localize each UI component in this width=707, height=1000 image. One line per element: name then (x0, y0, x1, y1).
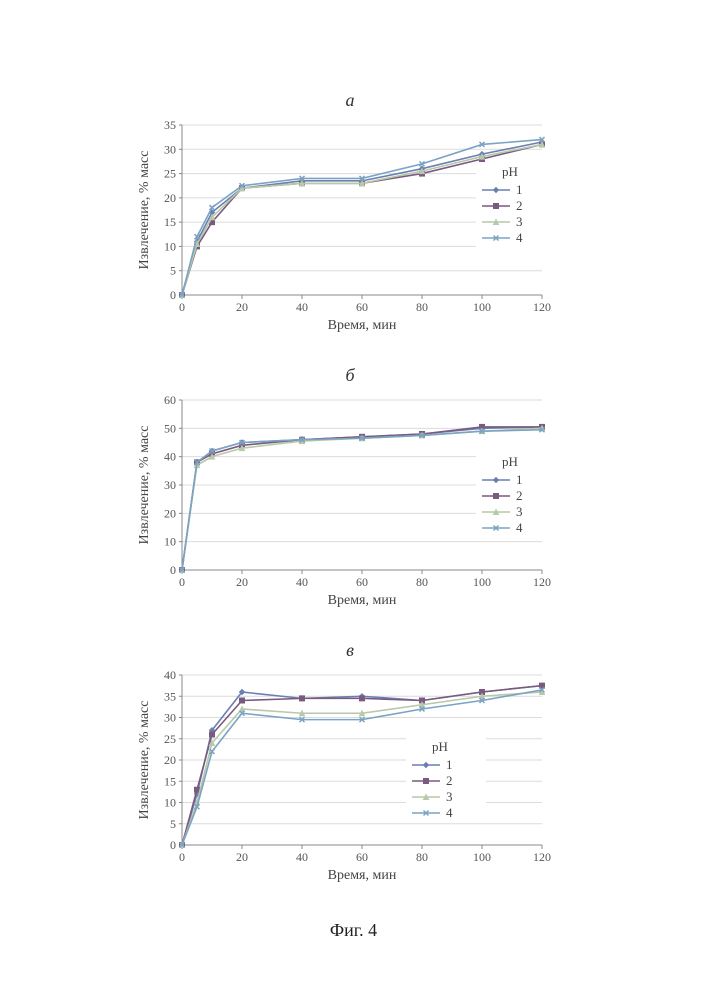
svg-text:35: 35 (164, 118, 176, 132)
svg-text:80: 80 (416, 850, 428, 864)
svg-text:4: 4 (516, 230, 523, 245)
svg-text:Извлечение, % масс: Извлечение, % масс (137, 701, 152, 820)
svg-text:20: 20 (164, 191, 176, 205)
svg-text:60: 60 (164, 393, 176, 407)
svg-text:20: 20 (236, 300, 248, 314)
svg-text:pH: pH (502, 454, 518, 469)
svg-text:80: 80 (416, 575, 428, 589)
svg-text:60: 60 (356, 850, 368, 864)
svg-text:80: 80 (416, 300, 428, 314)
svg-text:10: 10 (164, 796, 176, 810)
svg-text:1: 1 (516, 182, 523, 197)
svg-text:10: 10 (164, 535, 176, 549)
svg-text:10: 10 (164, 239, 176, 253)
svg-text:2: 2 (446, 773, 453, 788)
svg-text:40: 40 (296, 300, 308, 314)
svg-text:2: 2 (516, 488, 523, 503)
svg-text:100: 100 (473, 850, 491, 864)
svg-text:4: 4 (446, 805, 453, 820)
panel-label-b: б (130, 365, 570, 386)
svg-text:30: 30 (164, 711, 176, 725)
panel-label-c: в (130, 640, 570, 661)
svg-text:100: 100 (473, 300, 491, 314)
svg-text:pH: pH (502, 164, 518, 179)
svg-text:35: 35 (164, 689, 176, 703)
svg-text:40: 40 (164, 450, 176, 464)
svg-text:Время, мин: Время, мин (328, 868, 397, 883)
svg-text:15: 15 (164, 215, 176, 229)
svg-text:100: 100 (473, 575, 491, 589)
svg-text:Время, мин: Время, мин (328, 593, 397, 608)
page: а 05101520253035020406080100120Извлечени… (0, 0, 707, 1000)
svg-text:20: 20 (236, 850, 248, 864)
svg-text:25: 25 (164, 167, 176, 181)
svg-text:Извлечение, % масс: Извлечение, % масс (137, 426, 152, 545)
svg-text:3: 3 (516, 214, 523, 229)
panel-label-a: а (130, 90, 570, 111)
svg-text:0: 0 (170, 288, 176, 302)
svg-text:Время, мин: Время, мин (328, 318, 397, 333)
svg-text:120: 120 (533, 850, 551, 864)
svg-text:20: 20 (164, 753, 176, 767)
chart-b: 0 10 20 30 40 50 60 0 20 40 60 80 100 120 Извлечение, … (130, 390, 570, 610)
svg-text:60: 60 (356, 300, 368, 314)
svg-text:2: 2 (516, 198, 523, 213)
svg-text:40: 40 (164, 668, 176, 682)
svg-text:0: 0 (179, 300, 185, 314)
svg-text:120: 120 (533, 575, 551, 589)
svg-text:0: 0 (179, 850, 185, 864)
svg-text:3: 3 (446, 789, 453, 804)
svg-text:4: 4 (516, 520, 523, 535)
svg-text:60: 60 (356, 575, 368, 589)
svg-text:120: 120 (533, 300, 551, 314)
svg-text:15: 15 (164, 774, 176, 788)
svg-text:30: 30 (164, 142, 176, 156)
svg-text:1: 1 (446, 757, 453, 772)
svg-text:pH: pH (432, 739, 448, 754)
svg-text:1: 1 (516, 472, 523, 487)
svg-text:20: 20 (164, 506, 176, 520)
chart-a: 0 5 10 15 20 25 30 35 0 20 40 60 80 100 120 Извлечение,… (130, 115, 570, 335)
svg-text:5: 5 (170, 264, 176, 278)
svg-text:40: 40 (296, 575, 308, 589)
svg-text:0: 0 (170, 838, 176, 852)
chart-c: 0 5 10 15 20 25 30 35 40 0 20 40 60 80 100 120 Извлечени… (130, 665, 570, 885)
svg-text:40: 40 (296, 850, 308, 864)
chart-panel-c: в 0 5 10 15 20 25 30 35 40 0 20 40 60 80 100 120 Извлече… (130, 640, 570, 885)
chart-panel-a: а 0 5 10 15 20 25 30 35 0 20 40 60 80 100 120 Извлечени… (130, 90, 570, 335)
svg-text:20: 20 (236, 575, 248, 589)
svg-text:0: 0 (170, 563, 176, 577)
svg-text:30: 30 (164, 478, 176, 492)
chart-panel-b: б 0 10 20 30 40 50 60 0 20 40 60 80 100 120 Извлечение… (130, 365, 570, 610)
svg-text:Извлечение, % масс: Извлечение, % масс (137, 151, 152, 270)
svg-text:5: 5 (170, 817, 176, 831)
svg-text:25: 25 (164, 732, 176, 746)
svg-text:50: 50 (164, 421, 176, 435)
svg-text:3: 3 (516, 504, 523, 519)
svg-text:0: 0 (179, 575, 185, 589)
figure-caption: Фиг. 4 (0, 920, 707, 941)
